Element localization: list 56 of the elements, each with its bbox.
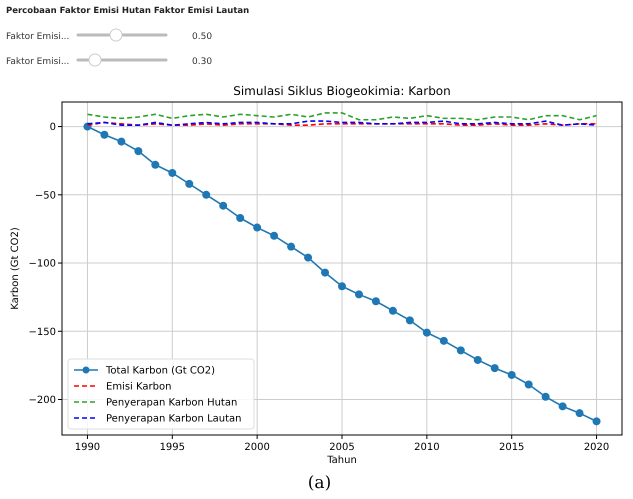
line-series [86, 112, 598, 121]
text: Faktor Emisi... [6, 32, 70, 42]
text: Percobaan Faktor Emisi Hutan Faktor Emisi Lautan [6, 6, 250, 16]
point [338, 282, 346, 290]
point [524, 380, 533, 389]
point [304, 254, 312, 262]
text: (a) [308, 473, 332, 493]
point [321, 268, 330, 277]
point [185, 180, 194, 188]
x-tick-label: 2010 [414, 442, 440, 453]
point [287, 242, 296, 251]
point [354, 290, 363, 298]
point [422, 328, 431, 337]
point [558, 402, 567, 410]
y-tick-label: 0 [50, 122, 56, 134]
point [440, 336, 448, 345]
legend-label: Penyerapan Karbon Lautan [106, 414, 242, 424]
text: 0.30 [192, 57, 212, 67]
point [576, 409, 584, 418]
point [542, 392, 550, 401]
text: 0.50 [192, 32, 212, 42]
y-tick-label: −200 [28, 395, 56, 406]
legend-label: Total Karbon (Gt CO2) [105, 366, 216, 376]
point [236, 214, 244, 222]
legend-label: Emisi Karbon [106, 382, 172, 392]
point [372, 297, 380, 306]
x-tick-label: 1990 [74, 442, 100, 453]
y-tick-label: −150 [28, 326, 56, 338]
point [388, 306, 397, 315]
point [592, 417, 601, 426]
point [100, 130, 108, 139]
point [168, 168, 176, 177]
point [134, 147, 142, 156]
x-tick-label: 2005 [329, 442, 355, 453]
legend-label: Penyerapan Karbon Hutan [106, 398, 238, 408]
point [508, 370, 516, 379]
point [270, 232, 278, 240]
point [253, 224, 262, 232]
x-tick-label: 1995 [160, 442, 186, 453]
chart-title: Simulasi Siklus Biogeokimia: Karbon [233, 84, 451, 98]
x-axis-title: Tahun [326, 455, 357, 466]
point [202, 190, 210, 199]
point [474, 356, 482, 364]
y-tick-label: −50 [34, 190, 56, 202]
point [117, 138, 126, 146]
y-axis-title: Karbon (Gt CO2) [10, 227, 21, 310]
x-tick-label: 2020 [584, 442, 610, 453]
point [219, 202, 228, 210]
point [456, 346, 465, 354]
x-tick-label: 2015 [498, 442, 524, 453]
x-tick-label: 2000 [244, 442, 270, 453]
y-tick-label: −100 [28, 258, 56, 270]
point [490, 364, 499, 372]
text: Faktor Emisi... [6, 57, 70, 67]
point [151, 160, 160, 169]
point [406, 316, 414, 324]
